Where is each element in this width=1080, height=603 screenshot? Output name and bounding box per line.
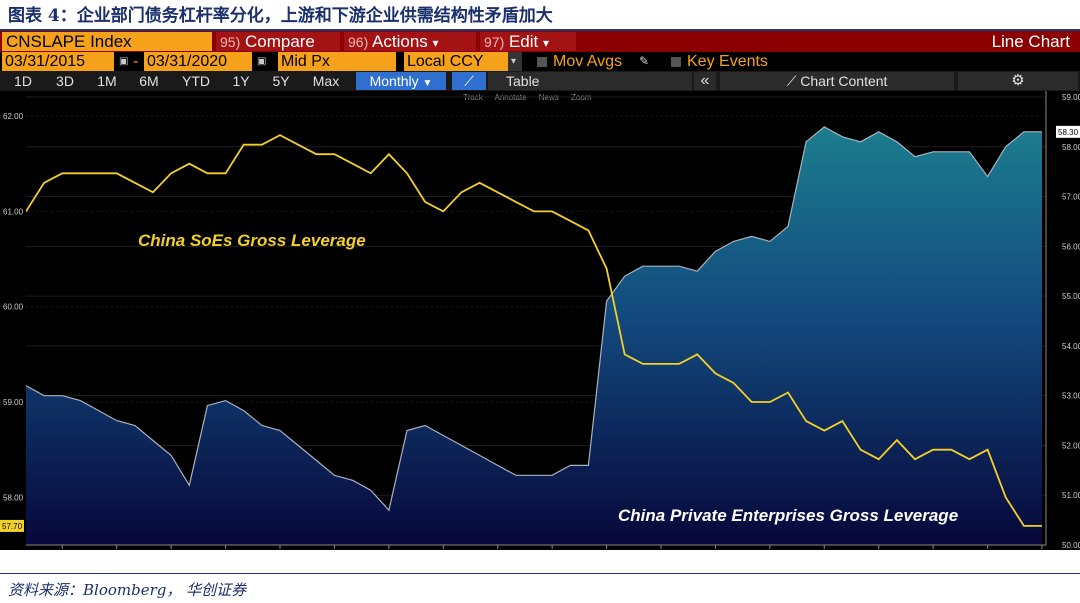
right-tick-label: 55.00 bbox=[1062, 292, 1080, 301]
command-bar: CNSLAPE Index 95) Compare 96) Actions ▾ … bbox=[0, 31, 1080, 52]
edit-dropdown-icon: ▾ bbox=[543, 36, 550, 50]
key-events-checkbox-icon bbox=[671, 56, 681, 67]
soe-series-label: China SoEs Gross Leverage bbox=[138, 231, 366, 250]
figure-caption: 图表 4：企业部门债务杠杆率分化，上游和下游企业供需结构性矛盾加大 bbox=[8, 6, 553, 26]
private-area-layer bbox=[26, 126, 1042, 545]
actions-number: 96) bbox=[348, 34, 369, 50]
currency-dropdown-icon[interactable]: ▾ bbox=[508, 52, 522, 71]
mov-avgs-toggle[interactable]: Mov Avgs bbox=[534, 52, 654, 71]
range-6m[interactable]: 6M bbox=[139, 73, 159, 89]
private-series-label: China Private Enterprises Gross Leverage bbox=[618, 506, 958, 525]
soe-series-line bbox=[26, 134, 1042, 527]
right-tick-label: 54.00 bbox=[1062, 342, 1080, 351]
key-events-toggle[interactable]: Key Events bbox=[668, 52, 808, 71]
right-tick-label: 56.00 bbox=[1062, 242, 1080, 251]
ticker-field[interactable]: CNSLAPE Index bbox=[2, 32, 212, 51]
chart-type-label: Line Chart bbox=[991, 32, 1070, 51]
left-tick-label: 61.00 bbox=[3, 207, 24, 216]
price-field[interactable]: Mid Px bbox=[278, 52, 396, 71]
source-note: 资料来源：Bloomberg， 华创证券 bbox=[8, 581, 247, 599]
right-tick-label: 51.00 bbox=[1062, 491, 1080, 500]
range-1m[interactable]: 1M bbox=[97, 73, 117, 89]
actions-dropdown-icon: ▾ bbox=[432, 36, 439, 50]
end-date-field[interactable]: 03/31/2020 bbox=[144, 52, 252, 71]
settings-bar: 03/31/2015 ▣ - 03/31/2020 ▣ Mid Px Local… bbox=[0, 52, 1080, 71]
axes: 59.00 58.00 57.00 56.00 55.00 54.00 53.00 52.00… bbox=[0, 91, 1080, 550]
leverage-chart: 59.00 58.00 57.00 56.00 55.00 54.00 53.00 52.00… bbox=[0, 91, 1080, 550]
period-select[interactable]: Monthly ▼ bbox=[356, 72, 446, 90]
source-rule bbox=[0, 573, 1080, 574]
left-tick-label: 60.00 bbox=[3, 303, 24, 312]
compare-number: 95) bbox=[220, 34, 241, 50]
edit-button[interactable]: 97) Edit ▾ bbox=[480, 32, 576, 51]
left-tick-label: 62.00 bbox=[3, 112, 24, 121]
collapse-icon[interactable]: « bbox=[694, 72, 716, 90]
soe-last-value-label: 57.70 bbox=[2, 522, 23, 531]
range-1y[interactable]: 1Y bbox=[232, 73, 250, 89]
range-3d[interactable]: 3D bbox=[56, 73, 74, 89]
right-tick-label: 58.00 bbox=[1062, 143, 1080, 152]
start-calendar-icon[interactable]: ▣ bbox=[119, 56, 129, 67]
pencil-icon[interactable]: ✎ bbox=[639, 54, 650, 68]
right-tick-label: 50.00 bbox=[1062, 541, 1080, 550]
range-5y[interactable]: 5Y bbox=[272, 73, 290, 89]
edit-label: Edit bbox=[508, 32, 539, 51]
right-tick-label: 52.00 bbox=[1062, 441, 1080, 450]
private-last-value-label: 58.30 bbox=[1058, 128, 1079, 137]
actions-button[interactable]: 96) Actions ▾ bbox=[344, 32, 476, 51]
right-tick-label: 57.00 bbox=[1062, 193, 1080, 202]
right-tick-label: 53.00 bbox=[1062, 392, 1080, 401]
private-series-line bbox=[26, 126, 1042, 512]
actions-label: Actions bbox=[372, 32, 428, 51]
table-button[interactable]: Table bbox=[488, 72, 692, 90]
mov-avgs-label: Mov Avgs bbox=[553, 53, 623, 70]
left-tick-label: 58.00 bbox=[3, 493, 24, 502]
chart-content-icon: ⟋ bbox=[786, 73, 797, 89]
currency-field[interactable]: Local CCY bbox=[404, 52, 508, 71]
compare-label: Compare bbox=[244, 32, 315, 51]
caption-rule bbox=[0, 29, 1080, 31]
series-lines bbox=[26, 126, 1042, 527]
key-events-label: Key Events bbox=[687, 53, 768, 70]
line-chart-icon[interactable]: ⟋ bbox=[452, 72, 486, 90]
range-max[interactable]: Max bbox=[312, 73, 340, 89]
period-dropdown-icon: ▼ bbox=[422, 78, 433, 89]
left-tick-label: 59.00 bbox=[3, 398, 24, 407]
chart-content-button[interactable]: ⟋ Chart Content bbox=[720, 72, 954, 90]
mov-avgs-checkbox-icon bbox=[537, 56, 547, 67]
chart-content-label: Chart Content bbox=[800, 73, 888, 89]
period-label: Monthly bbox=[369, 73, 419, 89]
range-ytd[interactable]: YTD bbox=[182, 73, 210, 89]
range-1d[interactable]: 1D bbox=[14, 73, 32, 89]
terminal-window: CNSLAPE Index 95) Compare 96) Actions ▾ … bbox=[0, 31, 1080, 550]
date-separator: - bbox=[133, 53, 139, 70]
soe-last-value-box bbox=[0, 519, 24, 532]
compare-button[interactable]: 95) Compare bbox=[216, 32, 340, 51]
private-last-value-box bbox=[1056, 125, 1080, 138]
edit-number: 97) bbox=[484, 34, 505, 50]
range-bar: 1D 3D 1M 6M YTD 1Y 5Y Max Monthly ▼ ⟋ Ta… bbox=[0, 71, 1080, 91]
settings-gear-icon[interactable]: ⚙ bbox=[958, 72, 1078, 90]
end-calendar-icon[interactable]: ▣ bbox=[257, 56, 267, 67]
private-area-fill bbox=[26, 126, 1042, 545]
start-date-field[interactable]: 03/31/2015 bbox=[2, 52, 114, 71]
right-tick-label: 59.00 bbox=[1062, 93, 1080, 102]
